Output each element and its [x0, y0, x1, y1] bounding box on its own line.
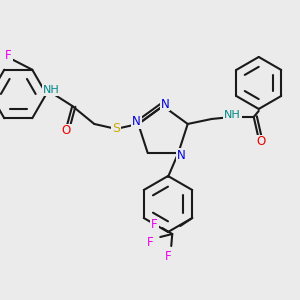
Text: NH: NH — [224, 110, 241, 120]
Text: O: O — [61, 124, 71, 137]
Text: O: O — [256, 136, 266, 148]
Text: N: N — [177, 148, 186, 161]
Text: F: F — [151, 218, 158, 230]
Text: S: S — [112, 122, 120, 136]
Text: N: N — [160, 98, 169, 110]
Text: F: F — [147, 236, 154, 248]
Text: N: N — [132, 116, 141, 128]
Text: F: F — [5, 50, 12, 62]
Text: NH: NH — [43, 85, 60, 95]
Text: F: F — [165, 250, 172, 262]
